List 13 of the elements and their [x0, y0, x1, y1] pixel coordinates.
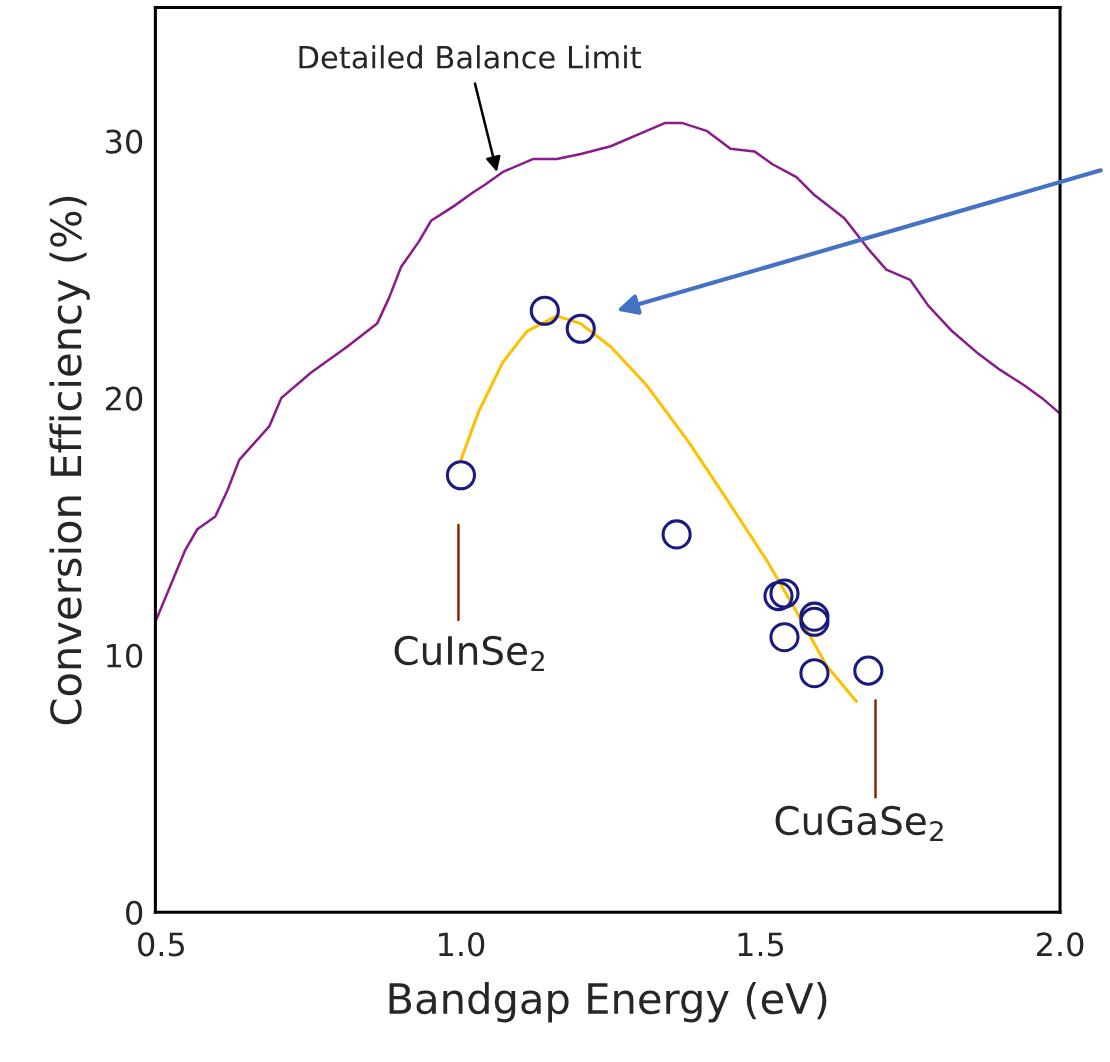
annotation: CuInSe$_{2}$ [394, 635, 544, 672]
annotation: CuGaSe$_{2}$ [775, 805, 943, 842]
y-tick-label: 20 [105, 386, 143, 411]
y-tick-label: 0 [126, 900, 143, 925]
y-tick-label: 10 [107, 643, 143, 668]
x-axis-title: Bandgap Energy (eV) [389, 982, 827, 1023]
x-tick-label: 1.0 [439, 932, 485, 957]
annotation: Detailed Balance Limit [299, 45, 641, 69]
x-tick-label: 1.5 [738, 932, 784, 957]
x-tick-label: 2.0 [1036, 932, 1084, 957]
y-axis-title: Conversion Efficiency (%) [49, 196, 90, 725]
y-tick-label: 30 [106, 129, 143, 154]
x-tick-label: 0.5 [138, 932, 184, 957]
